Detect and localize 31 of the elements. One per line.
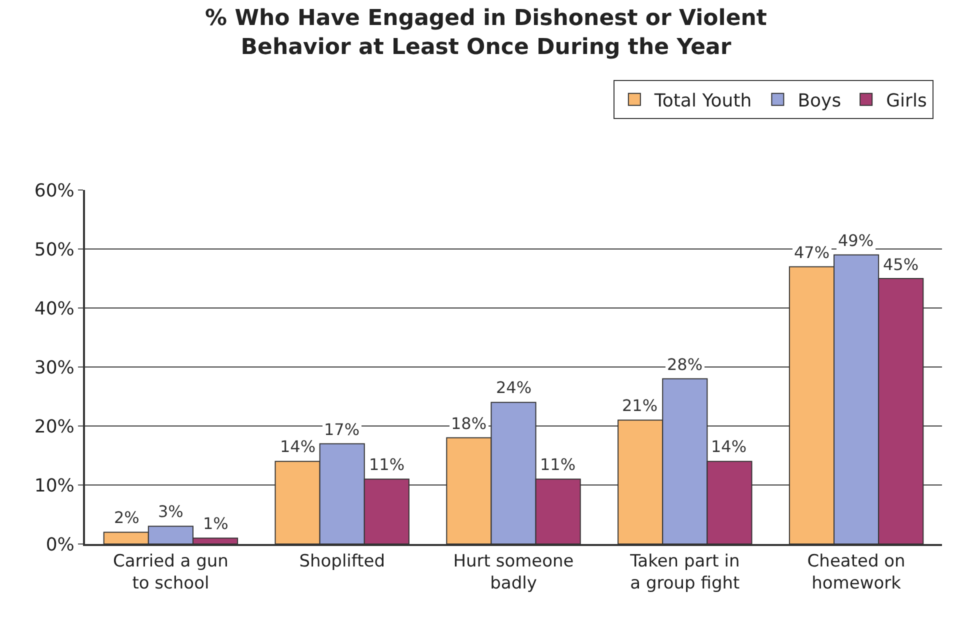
y-tick-label: 60%: [34, 180, 74, 202]
data-label: 3%: [158, 502, 184, 521]
x-tick-label: Taken part in a group fight: [629, 551, 740, 594]
data-label: 1%: [203, 514, 228, 533]
y-tick-label: 30%: [34, 357, 74, 378]
x-tick-label: Carried a gun to school: [112, 551, 228, 594]
data-label: 21%: [622, 396, 658, 415]
x-tick-label: Cheated on homework: [807, 551, 906, 594]
legend-label: Boys: [798, 90, 842, 112]
legend-label: Girls: [886, 90, 927, 112]
data-label: 47%: [794, 243, 830, 262]
y-tick-label: 10%: [34, 475, 74, 496]
data-label: 45%: [883, 255, 919, 274]
data-label: 2%: [114, 508, 140, 527]
data-label: 18%: [451, 414, 487, 433]
data-label: 14%: [711, 437, 747, 456]
data-label: 11%: [540, 455, 576, 474]
data-label: 11%: [369, 455, 405, 474]
legend-label: Total Youth: [653, 90, 752, 112]
data-label: 49%: [838, 231, 874, 250]
y-tick-label: 50%: [34, 239, 74, 260]
data-label: 28%: [667, 355, 703, 374]
y-tick-label: 40%: [34, 298, 74, 320]
data-label: 24%: [496, 378, 532, 397]
data-label: 14%: [280, 437, 316, 456]
data-label: 17%: [324, 420, 360, 439]
chart-title: % Who Have Engaged in Dishonest or Violent Behavior at Least Once During the Year: [205, 6, 768, 60]
x-tick-label: Hurt someone badly: [453, 551, 574, 594]
x-tick-label: Shoplifted: [299, 551, 386, 572]
y-tick-label: 0%: [46, 534, 74, 556]
y-tick-label: 20%: [34, 416, 74, 438]
